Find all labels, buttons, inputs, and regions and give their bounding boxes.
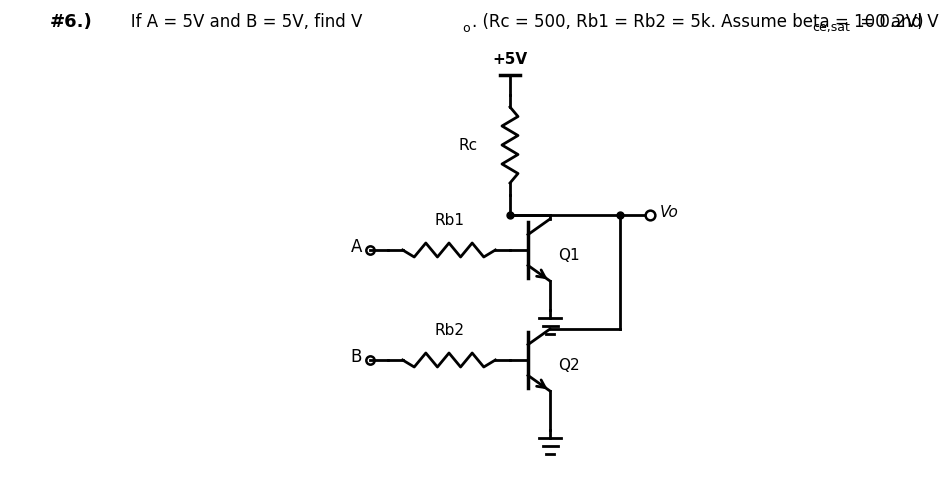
Text: Rb1: Rb1 bbox=[434, 213, 464, 228]
Text: Q1: Q1 bbox=[558, 247, 580, 263]
Text: Rb2: Rb2 bbox=[434, 323, 464, 338]
Text: Vo: Vo bbox=[660, 204, 679, 220]
Text: Q2: Q2 bbox=[558, 358, 580, 372]
Text: +5V: +5V bbox=[493, 52, 528, 67]
Text: A: A bbox=[351, 238, 362, 256]
Text: ce,sat: ce,sat bbox=[812, 22, 850, 34]
Text: #6.): #6.) bbox=[50, 13, 93, 31]
Text: B: B bbox=[351, 348, 362, 366]
Text: . (Rc = 500, Rb1 = Rb2 = 5k. Assume beta = 100 and V: . (Rc = 500, Rb1 = Rb2 = 5k. Assume beta… bbox=[472, 13, 938, 31]
Text: = 0.2V): = 0.2V) bbox=[855, 13, 923, 31]
Text: Rc: Rc bbox=[459, 138, 478, 152]
Text: If A = 5V and B = 5V, find V: If A = 5V and B = 5V, find V bbox=[115, 13, 362, 31]
Text: o: o bbox=[462, 22, 469, 34]
